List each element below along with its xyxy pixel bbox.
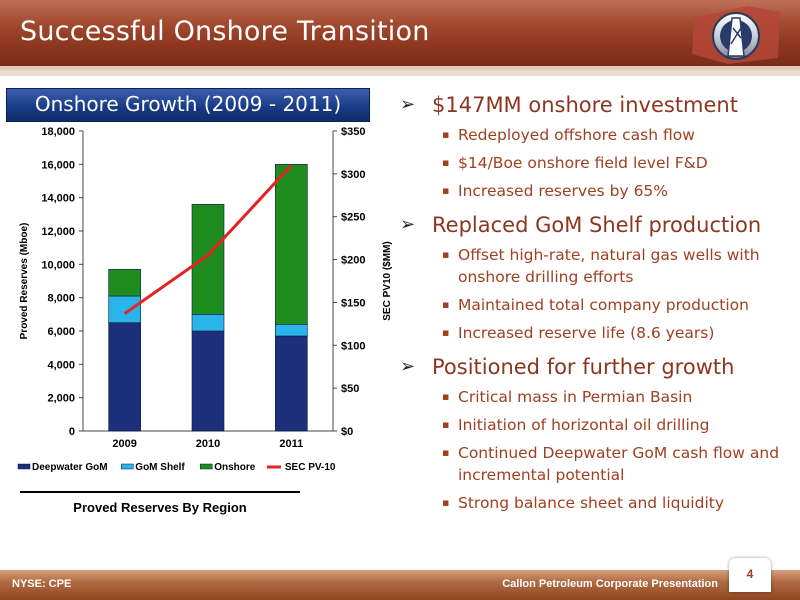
bar-gom-shelf-2010 [191, 314, 225, 332]
slide-title: Successful Onshore Transition [20, 16, 430, 47]
sub-bullet: ▪ Increased reserve life (8.6 years) [398, 322, 790, 344]
sub-bullet: ▪ Critical mass in Permian Basin [398, 386, 790, 408]
sub-bullet-text: $14/Boe onshore field level F&D [458, 154, 708, 172]
bar-deepwater-gom-2010 [191, 330, 225, 432]
line-sec-pv10 [123, 164, 293, 315]
y-tick-label: 18,000 [41, 126, 75, 138]
chart-title-box: Onshore Growth (2009 - 2011) [6, 88, 370, 122]
footer-ticker: NYSE: CPE [12, 578, 72, 590]
arrow-bullet-icon: ➢ [400, 356, 416, 377]
bullet-text: Positioned for further growth [432, 355, 735, 379]
sub-bullet-text: Strong balance sheet and liquidity [458, 494, 725, 512]
bar-deepwater-gom-2009 [108, 322, 141, 432]
footer-presentation-title: Callon Petroleum Corporate Presentation [502, 578, 718, 590]
square-bullet-icon: ▪ [442, 248, 450, 261]
reserves-chart: 0 2,000 4,000 6,000 8,000 10,000 12,000 14,000 1… [17, 126, 393, 473]
x-tick-label: 2010 [196, 438, 220, 450]
sub-bullet-text: Redeployed offshore cash flow [458, 126, 695, 144]
sub-bullet: ▪ Redeployed offshore cash flow [398, 124, 790, 146]
y-tick-label: 2,000 [47, 393, 75, 405]
y2-tick-label: $300 [341, 169, 365, 181]
y-tick-label: 4,000 [47, 359, 75, 371]
sub-bullet-text: Increased reserve life (8.6 years) [458, 324, 715, 342]
sub-bullet: ▪ Increased reserves by 65% [398, 180, 790, 202]
sub-bullet-text: Offset high-rate, natural gas wells with… [458, 246, 760, 286]
y-tick-label: 10,000 [41, 259, 75, 271]
y2-tick-label: $350 [341, 126, 365, 138]
legend-label: SEC PV-10 [285, 462, 336, 473]
square-bullet-icon: ▪ [442, 326, 450, 339]
bar-onshore-2010 [191, 204, 225, 315]
legend-label: GoM Shelf [135, 462, 185, 473]
square-bullet-icon: ▪ [442, 496, 450, 509]
bar-onshore-2011 [275, 164, 308, 325]
sub-bullet: ▪ $14/Boe onshore field level F&D [398, 152, 790, 174]
sub-bullet: ▪ Maintained total company production [398, 294, 790, 316]
x-tick-label: 2011 [279, 438, 303, 450]
chart-title: Onshore Growth (2009 - 2011) [34, 92, 342, 116]
y-tick-label: 14,000 [41, 193, 75, 205]
bar-deepwater-gom-2011 [275, 335, 308, 432]
bullet-3: ➢ Positioned for further growth [398, 354, 790, 380]
arrow-bullet-icon: ➢ [400, 94, 416, 115]
bar-gom-shelf-2011 [275, 324, 308, 337]
bullet-text: Replaced GoM Shelf production [432, 213, 762, 237]
bullet-1: ➢ $147MM onshore investment [398, 92, 790, 118]
square-bullet-icon: ▪ [442, 128, 450, 141]
footer-bar: NYSE: CPE Callon Petroleum Corporate Pre… [0, 570, 800, 600]
page-number: 4 [746, 567, 754, 581]
y2-tick-label: $250 [341, 212, 365, 224]
y-tick-label: 12,000 [41, 226, 75, 238]
title-bar: Successful Onshore Transition [0, 0, 800, 76]
bar-gom-shelf-2009 [108, 295, 141, 323]
square-bullet-icon: ▪ [442, 390, 450, 403]
y-tick-label: 0 [69, 426, 75, 438]
sub-bullet: ▪ Continued Deepwater GoM cash flow and i… [398, 442, 790, 486]
square-bullet-icon: ▪ [442, 418, 450, 431]
chart-plot-area: 0 2,000 4,000 6,000 8,000 10,000 12,000 14,000 1… [17, 126, 393, 473]
y2-tick-label: $150 [341, 297, 365, 309]
sub-bullet: ▪ Offset high-rate, natural gas wells wit… [398, 244, 790, 288]
y-tick-label: 16,000 [41, 159, 75, 171]
legend-swatch [199, 463, 213, 470]
y2-tick-label: $200 [341, 255, 365, 267]
y-axis-label: Proved Reserves (Mboe) [19, 223, 30, 340]
bullet-list: ➢ $147MM onshore investment ▪ Redeployed of… [398, 92, 790, 520]
y2-tick-label: $0 [341, 426, 353, 438]
company-logo-icon [692, 6, 780, 64]
sub-bullet: ▪ Initiation of horizontal oil drilling [398, 414, 790, 436]
y-tick-label: 6,000 [47, 326, 75, 338]
legend-label: Deepwater GoM [32, 462, 108, 473]
bullet-2: ➢ Replaced GoM Shelf production [398, 212, 790, 238]
y2-tick-label: $100 [341, 340, 365, 352]
x-tick-label: 2009 [112, 438, 136, 450]
y2-axis-label: SEC PV10 ($MM) [382, 241, 393, 320]
chart-caption: Proved Reserves By Region [73, 500, 247, 515]
square-bullet-icon: ▪ [442, 156, 450, 169]
square-bullet-icon: ▪ [442, 184, 450, 197]
sub-bullet-text: Critical mass in Permian Basin [458, 388, 693, 406]
caption-rule [20, 491, 300, 493]
legend-label: Onshore [214, 462, 256, 473]
sub-bullet-text: Increased reserves by 65% [458, 182, 669, 200]
y2-tick-label: $50 [341, 383, 359, 395]
sub-bullet-text: Continued Deepwater GoM cash flow and in… [458, 444, 780, 484]
page-number-tab: 4 [729, 558, 771, 592]
bullet-text: $147MM onshore investment [432, 93, 738, 117]
legend-swatch [121, 463, 134, 470]
square-bullet-icon: ▪ [442, 298, 450, 311]
sub-bullet: ▪ Strong balance sheet and liquidity [398, 492, 790, 514]
y-tick-label: 8,000 [47, 293, 75, 305]
legend-swatch [17, 463, 31, 470]
arrow-bullet-icon: ➢ [400, 214, 416, 235]
bar-onshore-2009 [108, 269, 141, 297]
square-bullet-icon: ▪ [442, 446, 450, 459]
sub-bullet-text: Initiation of horizontal oil drilling [458, 416, 710, 434]
sub-bullet-text: Maintained total company production [458, 296, 749, 314]
